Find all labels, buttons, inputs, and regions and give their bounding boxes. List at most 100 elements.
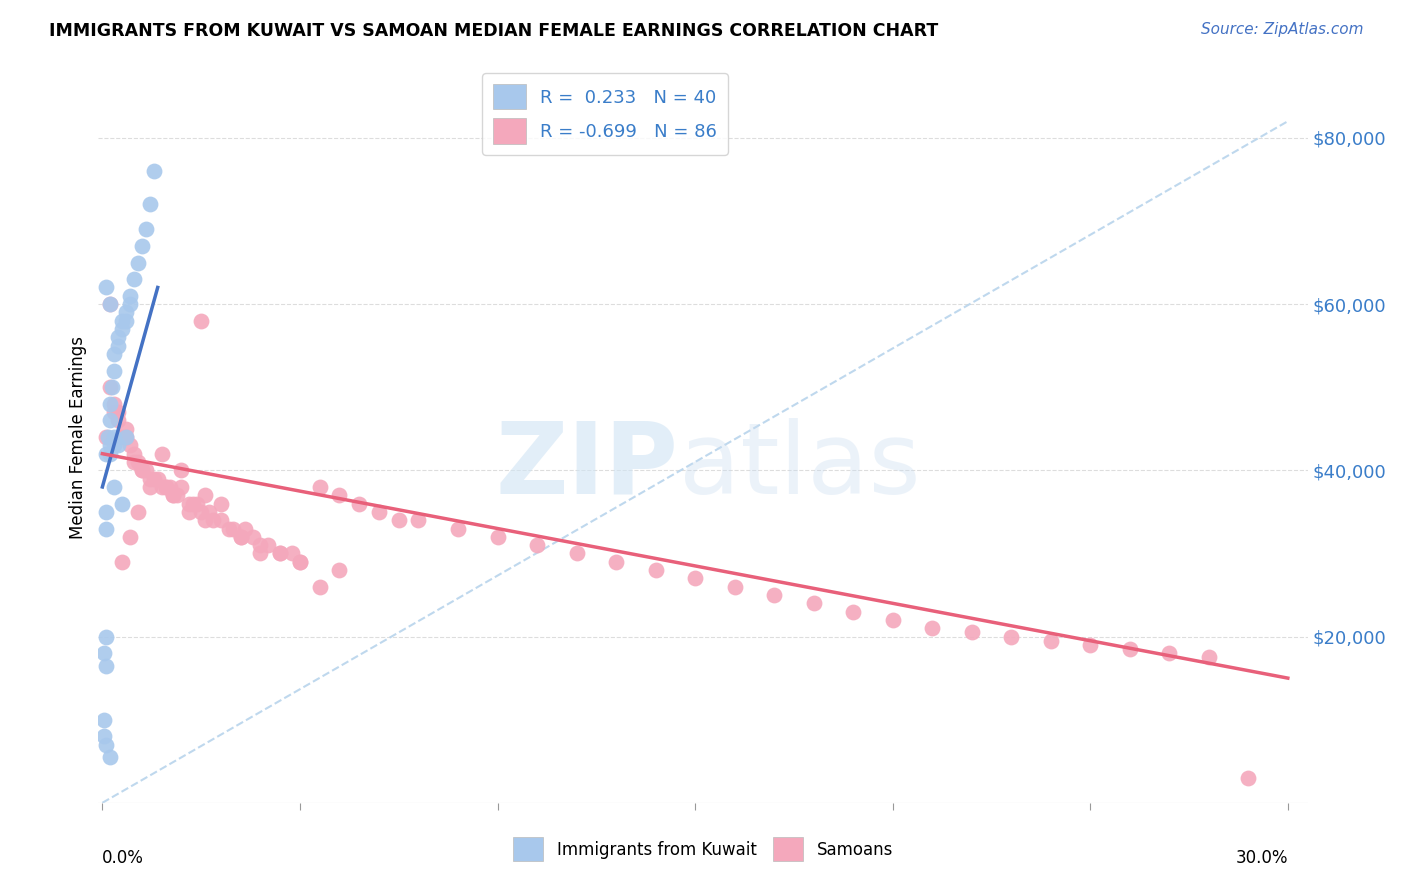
Point xyxy=(229,530,252,544)
Point xyxy=(96,447,118,461)
Point xyxy=(249,538,271,552)
Point xyxy=(162,488,184,502)
Point xyxy=(122,447,145,461)
Point xyxy=(194,513,217,527)
Point xyxy=(122,455,145,469)
Point xyxy=(98,413,121,427)
Text: IMMIGRANTS FROM KUWAIT VS SAMOAN MEDIAN FEMALE EARNINGS CORRELATION CHART: IMMIGRANTS FROM KUWAIT VS SAMOAN MEDIAN … xyxy=(49,22,938,40)
Point xyxy=(150,447,173,461)
Text: 0.0%: 0.0% xyxy=(103,848,145,866)
Point xyxy=(1078,638,1101,652)
Point xyxy=(162,488,184,502)
Point xyxy=(209,513,232,527)
Point xyxy=(486,530,509,544)
Point xyxy=(103,480,125,494)
Point xyxy=(842,605,865,619)
Point xyxy=(97,430,120,444)
Point xyxy=(115,305,138,319)
Point xyxy=(127,505,149,519)
Point xyxy=(139,197,162,211)
Point xyxy=(166,488,188,502)
Point xyxy=(328,563,350,577)
Point xyxy=(170,480,193,494)
Point xyxy=(107,330,129,344)
Text: atlas: atlas xyxy=(679,417,921,515)
Point xyxy=(103,430,125,444)
Point xyxy=(190,314,212,328)
Point xyxy=(115,314,138,328)
Point xyxy=(155,480,177,494)
Point xyxy=(107,338,129,352)
Point xyxy=(142,472,165,486)
Point xyxy=(107,405,129,419)
Point xyxy=(150,480,173,494)
Point xyxy=(107,413,129,427)
Point xyxy=(115,430,138,444)
Point xyxy=(170,463,193,477)
Text: Source: ZipAtlas.com: Source: ZipAtlas.com xyxy=(1201,22,1364,37)
Point xyxy=(229,530,252,544)
Point xyxy=(101,380,124,394)
Point xyxy=(103,363,125,377)
Point xyxy=(98,297,121,311)
Point xyxy=(186,497,208,511)
Point xyxy=(218,521,240,535)
Point xyxy=(107,438,129,452)
Point xyxy=(96,430,118,444)
Point xyxy=(103,438,125,452)
Legend: Immigrants from Kuwait, Samoans: Immigrants from Kuwait, Samoans xyxy=(506,830,900,868)
Point xyxy=(131,239,153,253)
Point xyxy=(288,555,311,569)
Point xyxy=(98,380,121,394)
Point xyxy=(960,625,983,640)
Point xyxy=(118,530,141,544)
Point xyxy=(803,596,825,610)
Point xyxy=(179,505,201,519)
Point xyxy=(269,546,291,560)
Point xyxy=(1198,650,1220,665)
Point xyxy=(882,613,904,627)
Point xyxy=(181,497,204,511)
Point xyxy=(388,513,411,527)
Point xyxy=(408,513,430,527)
Point xyxy=(111,555,134,569)
Point xyxy=(98,438,121,452)
Text: ZIP: ZIP xyxy=(496,417,679,515)
Point xyxy=(96,658,118,673)
Point xyxy=(96,630,118,644)
Point xyxy=(605,555,627,569)
Point xyxy=(194,488,217,502)
Point xyxy=(281,546,304,560)
Point xyxy=(179,497,201,511)
Point xyxy=(96,521,118,535)
Point xyxy=(111,322,134,336)
Point xyxy=(122,272,145,286)
Point xyxy=(103,347,125,361)
Point xyxy=(921,621,943,635)
Text: 30.0%: 30.0% xyxy=(1236,848,1288,866)
Point xyxy=(249,546,271,560)
Point xyxy=(103,397,125,411)
Point xyxy=(288,555,311,569)
Point xyxy=(565,546,588,560)
Point xyxy=(146,472,169,486)
Point xyxy=(98,447,121,461)
Point xyxy=(202,513,225,527)
Point xyxy=(723,580,745,594)
Point xyxy=(233,521,256,535)
Point xyxy=(131,463,153,477)
Point xyxy=(118,438,141,452)
Point xyxy=(328,488,350,502)
Point xyxy=(1237,771,1260,785)
Point xyxy=(190,505,212,519)
Point xyxy=(131,463,153,477)
Point xyxy=(115,422,138,436)
Point xyxy=(98,297,121,311)
Point xyxy=(155,480,177,494)
Point xyxy=(103,405,125,419)
Point xyxy=(139,480,162,494)
Point xyxy=(209,497,232,511)
Point xyxy=(93,713,115,727)
Point xyxy=(347,497,370,511)
Point xyxy=(111,497,134,511)
